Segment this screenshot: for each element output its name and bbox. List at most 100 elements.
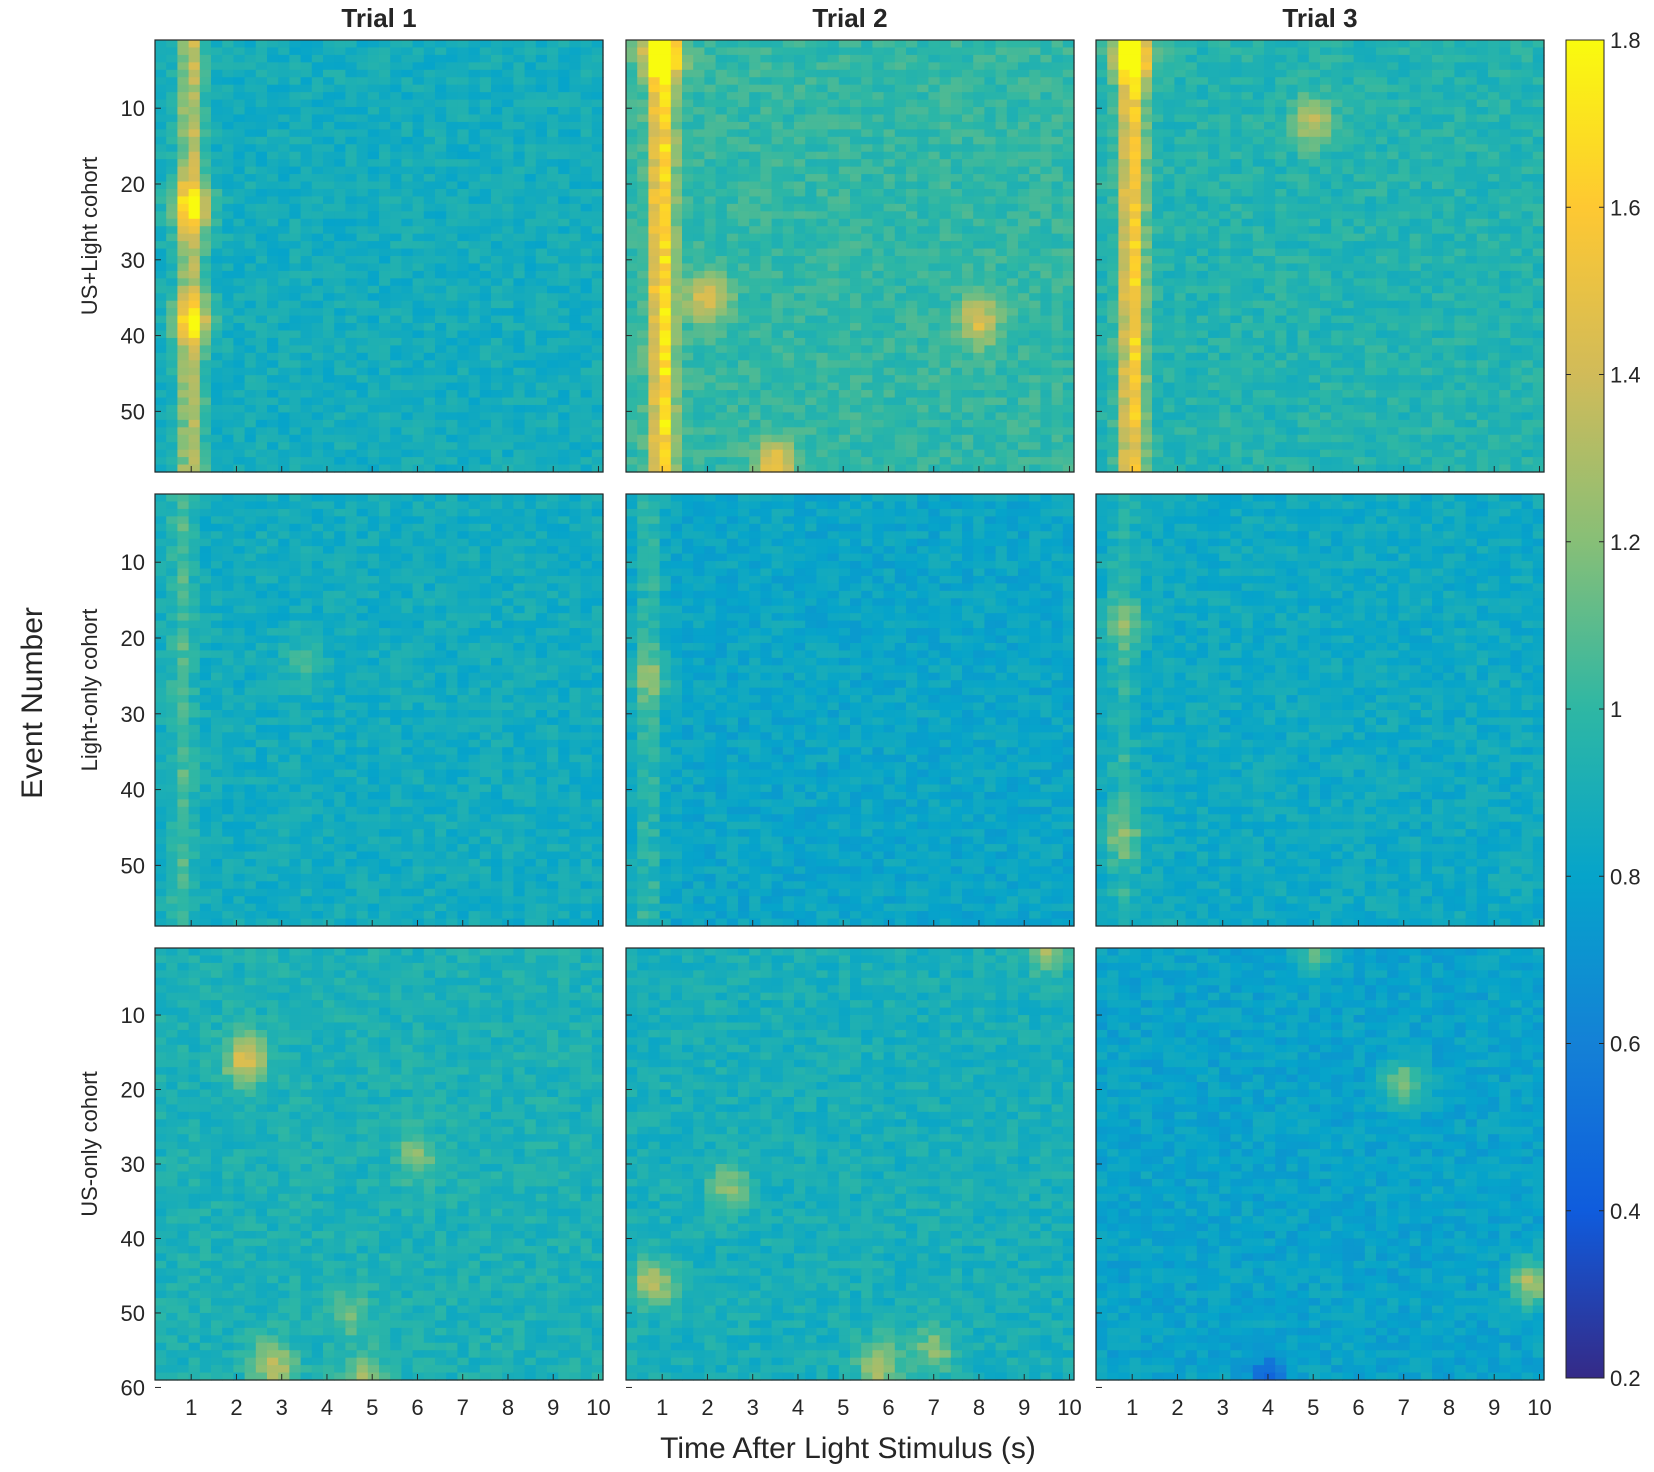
heatmap-cell — [379, 345, 391, 353]
heatmap-cell — [962, 77, 974, 85]
heatmap-cell — [906, 435, 918, 443]
heatmap-cell — [1052, 77, 1064, 85]
heatmap-cell — [682, 301, 694, 309]
heatmap-cell — [682, 256, 694, 264]
heatmap-cell — [222, 353, 234, 361]
heatmap-cell — [1174, 85, 1186, 93]
heatmap-cell — [1466, 55, 1478, 63]
heatmap-cell — [1029, 450, 1041, 458]
heatmap-cell — [558, 457, 570, 465]
heatmap-cell — [962, 159, 974, 167]
heatmap-cell — [962, 70, 974, 78]
heatmap-cell — [390, 330, 402, 338]
heatmap-cell — [805, 249, 817, 257]
heatmap-cell — [211, 457, 223, 465]
heatmap-cell — [424, 465, 436, 473]
heatmap-cell — [1029, 159, 1041, 167]
heatmap-cell — [569, 167, 581, 175]
heatmap-cell — [794, 316, 806, 324]
heatmap-cell — [1410, 85, 1422, 93]
heatmap-cell — [648, 70, 660, 78]
heatmap-cell — [390, 241, 402, 249]
heatmap-cell — [783, 196, 795, 204]
heatmap-cell — [828, 204, 840, 212]
heatmap-cell — [368, 114, 380, 122]
heatmap-cell — [816, 189, 828, 197]
heatmap-cell — [390, 129, 402, 137]
heatmap-cell — [1052, 465, 1064, 473]
heatmap-cell — [660, 234, 672, 242]
heatmap-cell — [581, 465, 593, 473]
heatmap-cell — [547, 263, 559, 271]
heatmap-cell — [716, 465, 728, 473]
heatmap-cell — [334, 398, 346, 406]
heatmap-cell — [222, 241, 234, 249]
heatmap-cell — [200, 420, 212, 428]
heatmap-cell — [592, 286, 604, 294]
heatmap-cell — [1040, 375, 1052, 383]
heatmap-cell — [446, 77, 458, 85]
heatmap-cell — [928, 189, 940, 197]
heatmap-cell — [816, 412, 828, 420]
heatmap-cell — [1309, 55, 1321, 63]
heatmap-cell — [850, 286, 862, 294]
heatmap-cell — [401, 330, 413, 338]
heatmap-cell — [233, 293, 245, 301]
heatmap-cell — [1197, 85, 1209, 93]
heatmap-cell — [245, 92, 257, 100]
heatmap-cell — [1063, 263, 1075, 271]
heatmap-cell — [435, 390, 447, 398]
heatmap-cell — [637, 159, 649, 167]
heatmap-cell — [424, 323, 436, 331]
heatmap-cell — [312, 293, 324, 301]
heatmap-cell — [166, 144, 178, 152]
heatmap-cell — [794, 368, 806, 376]
heatmap-cell — [189, 40, 201, 48]
heatmap-cell — [345, 412, 357, 420]
heatmap-cell — [222, 204, 234, 212]
heatmap-cell — [1063, 70, 1075, 78]
heatmap-cell — [850, 211, 862, 219]
heatmap-cell — [177, 286, 189, 294]
heatmap-cell — [222, 107, 234, 115]
heatmap-cell — [547, 420, 559, 428]
heatmap-cell — [435, 62, 447, 70]
heatmap-cell — [906, 249, 918, 257]
heatmap-cell — [502, 55, 514, 63]
heatmap-cell — [783, 442, 795, 450]
heatmap-cell — [334, 256, 346, 264]
heatmap-cell — [166, 338, 178, 346]
heatmap-cell — [334, 159, 346, 167]
heatmap-cell — [569, 129, 581, 137]
heatmap-cell — [928, 450, 940, 458]
heatmap-cell — [1040, 129, 1052, 137]
heatmap-cell — [581, 412, 593, 420]
heatmap-cell — [401, 137, 413, 145]
heatmap-cell — [772, 174, 784, 182]
heatmap-cell — [301, 316, 313, 324]
heatmap-cell — [278, 85, 290, 93]
heatmap-cell — [166, 442, 178, 450]
heatmap-cell — [884, 70, 896, 78]
heatmap-cell — [772, 263, 784, 271]
heatmap-cell — [166, 465, 178, 473]
heatmap-cell — [872, 219, 884, 227]
heatmap-cell — [480, 77, 492, 85]
heatmap-cell — [850, 323, 862, 331]
heatmap-cell — [301, 323, 313, 331]
heatmap-cell — [850, 353, 862, 361]
heatmap-cell — [816, 390, 828, 398]
heatmap-cell — [368, 196, 380, 204]
heatmap-cell — [1063, 360, 1075, 368]
heatmap-cell — [682, 353, 694, 361]
heatmap-cell — [301, 465, 313, 473]
heatmap-cell — [884, 368, 896, 376]
heatmap-cell — [401, 398, 413, 406]
heatmap-cell — [334, 427, 346, 435]
heatmap-cell — [1398, 62, 1410, 70]
heatmap-cell — [480, 375, 492, 383]
heatmap-cell — [536, 301, 548, 309]
heatmap-cell — [480, 427, 492, 435]
heatmap-cell — [480, 330, 492, 338]
heatmap-cell — [1443, 40, 1455, 48]
